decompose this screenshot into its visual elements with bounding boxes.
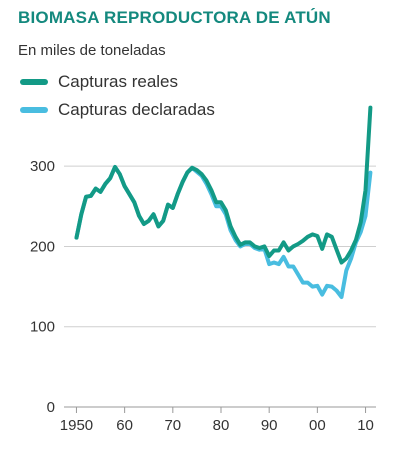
x-tick-label-2000: 00	[309, 417, 326, 434]
legend-swatch-declaradas	[20, 107, 48, 113]
y-tick-label-100: 100	[30, 319, 55, 336]
chart-title: BIOMASA REPRODUCTORA DE ATÚN	[18, 8, 331, 27]
x-tick-label-1990: 90	[261, 417, 278, 434]
legend-swatch-reales	[20, 79, 48, 85]
x-tick-label-1950: 1950	[60, 417, 93, 434]
x-tick-label-1980: 80	[213, 417, 230, 434]
legend-label-declaradas: Capturas declaradas	[58, 100, 215, 119]
legend-item-capturas-reales: Capturas reales	[20, 72, 178, 92]
legend-item-capturas-declaradas: Capturas declaradas	[20, 100, 215, 120]
y-tick-label-200: 200	[30, 238, 55, 255]
x-tick-label-2010: 10	[357, 417, 374, 434]
legend-label-reales: Capturas reales	[58, 72, 179, 91]
series-line-capturas-declaradas	[74, 165, 373, 299]
x-tick-label-1960: 60	[116, 417, 133, 434]
x-tick-label-1970: 70	[164, 417, 181, 434]
y-tick-label-300: 300	[30, 158, 55, 175]
y-tick-label-0: 0	[47, 399, 55, 416]
chart-subtitle: En miles de toneladas	[18, 42, 166, 59]
series-line-capturas-reales	[74, 105, 373, 265]
